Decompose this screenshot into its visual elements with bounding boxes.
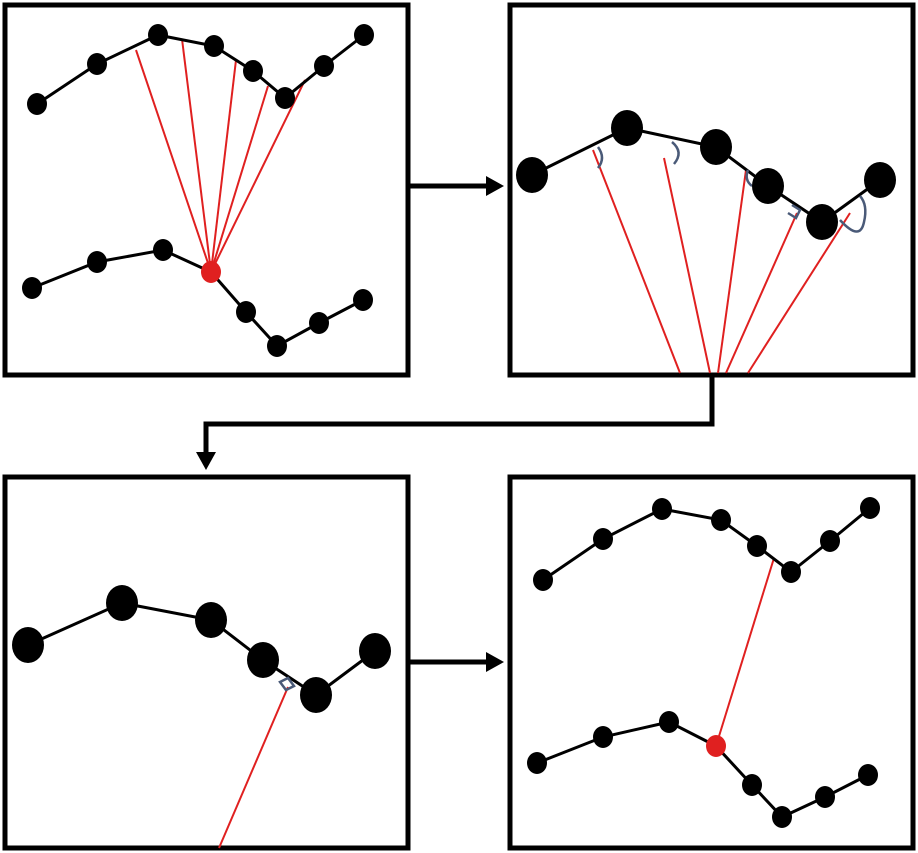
point (711, 509, 731, 531)
upper-points (516, 110, 896, 240)
connection-lines (592, 149, 851, 374)
point (516, 157, 548, 193)
selected-point (201, 261, 221, 283)
point (267, 335, 287, 357)
point (236, 301, 256, 323)
point (106, 585, 138, 621)
panel-1 (2, 2, 411, 378)
upper-points (12, 585, 391, 713)
point (593, 726, 613, 748)
red-line (210, 59, 237, 273)
arrow (196, 377, 715, 470)
red-line (181, 38, 212, 273)
point (860, 497, 880, 519)
panel-frame (2, 2, 411, 378)
angle-arc (839, 195, 867, 233)
point (652, 498, 672, 520)
point (747, 535, 767, 557)
point (300, 677, 332, 713)
arrow (410, 176, 504, 196)
point (772, 806, 792, 828)
point (247, 642, 279, 678)
point (611, 110, 643, 146)
arrow-head (486, 652, 504, 672)
red-line (592, 149, 681, 374)
selected-point (706, 735, 726, 757)
point (153, 239, 173, 261)
arrow-shaft (203, 377, 715, 455)
red-line (717, 169, 747, 374)
angle-arc (787, 203, 802, 220)
point (742, 774, 762, 796)
point (700, 129, 732, 165)
red-line (135, 49, 212, 273)
red-line (663, 157, 711, 374)
arrow (410, 652, 504, 672)
arrow-head (196, 452, 216, 470)
point (309, 312, 329, 334)
upper-points (27, 24, 374, 115)
point (87, 251, 107, 273)
point (353, 289, 373, 311)
point (527, 752, 547, 774)
panel-frame (507, 2, 916, 378)
upper-points (533, 497, 880, 591)
point (781, 561, 801, 583)
point (204, 35, 224, 57)
angle-arc (671, 141, 680, 165)
point (148, 24, 168, 46)
point (858, 764, 878, 786)
point (864, 162, 896, 198)
point (195, 602, 227, 638)
point (593, 528, 613, 550)
point (354, 24, 374, 46)
angle-arc (745, 169, 753, 187)
panel-4 (507, 474, 916, 851)
angle-marker (278, 676, 296, 692)
red-line (210, 79, 306, 273)
point (359, 633, 391, 669)
connection-lines (135, 38, 306, 273)
point (12, 627, 44, 663)
point (27, 93, 47, 115)
panel-3 (2, 474, 411, 851)
point (752, 168, 784, 204)
red-line (725, 212, 798, 374)
point (314, 55, 334, 77)
panel-frame (2, 474, 411, 851)
angle-markers (596, 141, 867, 233)
point (22, 277, 42, 299)
point (659, 711, 679, 733)
point (806, 204, 838, 240)
arrow-head (486, 176, 504, 196)
point (820, 530, 840, 552)
angle-arc (596, 146, 604, 169)
point (275, 87, 295, 109)
panel-2 (507, 2, 916, 378)
red-line (715, 557, 775, 747)
point (87, 53, 107, 75)
lower-points (527, 711, 878, 828)
point (533, 569, 553, 591)
red-line (218, 686, 289, 849)
point (243, 60, 263, 82)
panel-frame (507, 474, 916, 851)
red-line (210, 85, 269, 273)
lower-points (22, 239, 373, 357)
red-line (747, 212, 851, 374)
point (815, 786, 835, 808)
